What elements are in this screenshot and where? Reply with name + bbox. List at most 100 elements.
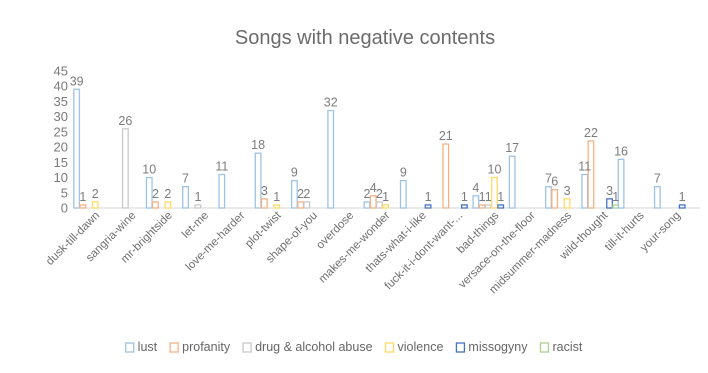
data-label: 10 bbox=[142, 163, 156, 177]
bar-drug-alcohol-abuse-let-me bbox=[194, 204, 202, 209]
bar-profanity-dusk-till-dawn bbox=[79, 204, 87, 209]
data-label: 7 bbox=[654, 172, 661, 186]
legend-label-drug-alcohol-abuse: drug & alcohol abuse bbox=[255, 340, 372, 354]
legend-swatch-violence bbox=[384, 342, 395, 353]
bar-missogyny-your-song bbox=[678, 204, 686, 209]
legend-swatch-drug-alcohol-abuse bbox=[242, 342, 252, 353]
bar-violence-dusk-till-dawn bbox=[91, 201, 99, 209]
data-label: 4 bbox=[472, 181, 479, 195]
legend-label-profanity: profanity bbox=[182, 340, 231, 354]
data-label: 3 bbox=[261, 184, 268, 198]
bar-lust-dusk-till-dawn bbox=[73, 88, 81, 209]
bar-violence-midsummer-madness bbox=[563, 198, 571, 209]
legend: lust profanity drug & alcohol abuse violenc… bbox=[125, 340, 583, 354]
y-tick-label: 45 bbox=[54, 64, 68, 79]
legend-label-lust: lust bbox=[138, 340, 158, 354]
data-label: 2 bbox=[152, 187, 159, 201]
bar-lust-shape-of-you bbox=[290, 179, 298, 209]
data-label: 32 bbox=[324, 96, 338, 110]
legend-swatch-missogyny bbox=[455, 342, 466, 353]
chart-title: Songs with negative contents bbox=[235, 27, 495, 49]
data-label: 39 bbox=[70, 74, 84, 88]
bar-lust-makes-me-wonder bbox=[363, 201, 371, 209]
data-label: 10 bbox=[488, 163, 502, 177]
data-label: 26 bbox=[118, 114, 132, 128]
y-tick-label: 5 bbox=[61, 185, 68, 200]
data-label: 1 bbox=[679, 190, 686, 204]
data-label: 6 bbox=[551, 175, 558, 189]
data-label: 4 bbox=[370, 181, 377, 195]
y-tick-label: 10 bbox=[54, 170, 68, 185]
bar-lust-your-song bbox=[653, 186, 661, 209]
data-label: 2 bbox=[164, 187, 171, 201]
data-label: 9 bbox=[291, 166, 298, 180]
y-tick-label: 0 bbox=[61, 201, 68, 216]
y-tick-label: 35 bbox=[54, 94, 68, 109]
legend-swatch-lust bbox=[125, 342, 135, 353]
y-tick-label: 40 bbox=[54, 79, 68, 94]
y-tick-label: 15 bbox=[54, 155, 68, 170]
data-label: 3 bbox=[606, 184, 613, 198]
data-label: 11 bbox=[578, 160, 591, 174]
bar-violence-plot-twist bbox=[273, 204, 281, 209]
bar-profanity-plot-twist bbox=[260, 198, 268, 209]
data-label: 11 bbox=[215, 160, 228, 174]
bar-drug-alcohol-abuse-bad-things bbox=[484, 204, 492, 209]
data-label: 17 bbox=[505, 141, 519, 155]
bar-series bbox=[73, 88, 686, 209]
data-label: 2 bbox=[376, 187, 383, 201]
bar-profanity-midsummer-madness bbox=[551, 189, 559, 209]
data-label: 1 bbox=[273, 190, 280, 204]
bar-lust-plot-twist bbox=[254, 152, 262, 209]
bar-lust-till-it-hurts bbox=[617, 158, 625, 209]
data-label: 7 bbox=[545, 172, 552, 186]
bar-lust-love-me-harder bbox=[218, 173, 226, 209]
bar-profanity-bad-things bbox=[478, 204, 486, 209]
bar-lust-overdose bbox=[327, 109, 335, 209]
bar-missogyny-fuck-it-i-dont-want bbox=[460, 204, 468, 209]
data-label: 1 bbox=[612, 190, 619, 204]
data-label: 2 bbox=[303, 187, 310, 201]
legend-label-missogyny: missogyny bbox=[468, 340, 528, 354]
bar-drug-alcohol-abuse-shape-of-you bbox=[303, 201, 311, 209]
bar-profanity-wild-thought bbox=[587, 140, 595, 209]
bar-lust-midsummer-madness bbox=[545, 186, 552, 209]
data-label: 1 bbox=[497, 190, 504, 204]
y-tick-label: 30 bbox=[54, 109, 68, 124]
bar-profanity-shape-of-you bbox=[297, 201, 305, 209]
bar-lust-mr-brightside bbox=[145, 176, 153, 209]
data-label: 1 bbox=[461, 190, 468, 204]
bar-drug-alcohol-abuse-sangria-wine bbox=[121, 128, 129, 209]
data-label: 18 bbox=[251, 138, 265, 152]
data-label: 1 bbox=[194, 190, 201, 204]
data-label: 1 bbox=[382, 190, 389, 204]
bar-missogyny-thats-what-i-like bbox=[424, 204, 432, 209]
bar-profanity-mr-brightside bbox=[151, 201, 159, 209]
bar-profanity-fuck-it-i-dont-want bbox=[442, 143, 450, 209]
data-label: 2 bbox=[297, 187, 304, 201]
category-label: your-song bbox=[638, 210, 683, 255]
legend-label-racist: racist bbox=[552, 340, 582, 354]
bar-missogyny-bad-things bbox=[497, 204, 505, 209]
data-label: 1 bbox=[425, 190, 432, 204]
legend-swatch-profanity bbox=[169, 342, 179, 353]
data-label: 22 bbox=[584, 126, 598, 140]
data-label: 1 bbox=[485, 190, 492, 204]
legend-label-violence: violence bbox=[398, 340, 444, 354]
bar-lust-versace-on-the-floor bbox=[508, 155, 516, 209]
bar-lust-let-me bbox=[182, 186, 189, 209]
data-label: 21 bbox=[439, 129, 453, 143]
data-label: 1 bbox=[479, 190, 486, 204]
bar-lust-thats-what-i-like bbox=[399, 179, 407, 209]
data-label: 16 bbox=[614, 144, 628, 158]
data-label: 3 bbox=[564, 184, 571, 198]
bar-lust-bad-things bbox=[472, 195, 480, 209]
data-label: 2 bbox=[92, 187, 99, 201]
y-tick-label: 25 bbox=[54, 124, 68, 139]
bar-violence-bad-things bbox=[491, 176, 498, 209]
